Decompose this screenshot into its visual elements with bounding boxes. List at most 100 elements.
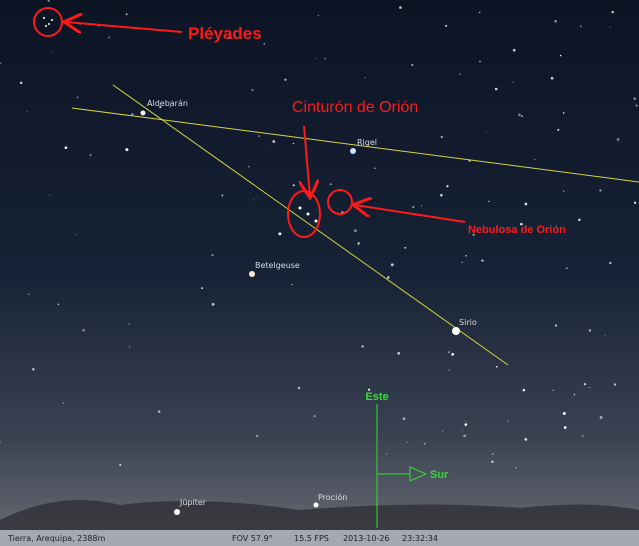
star bbox=[617, 138, 620, 141]
star bbox=[563, 112, 565, 114]
star bbox=[374, 168, 376, 170]
star bbox=[589, 329, 591, 331]
star bbox=[364, 77, 365, 78]
star bbox=[479, 61, 481, 63]
star bbox=[48, 23, 50, 25]
star bbox=[264, 43, 265, 44]
status-location: Tierra, Arequipa, 2388m bbox=[7, 534, 106, 543]
star bbox=[313, 415, 315, 417]
star bbox=[361, 345, 363, 347]
object-label: Aldebarán bbox=[147, 99, 188, 108]
star bbox=[20, 82, 22, 84]
star bbox=[495, 88, 498, 91]
star bbox=[49, 195, 50, 196]
object-label: Betelgeuse bbox=[255, 261, 300, 270]
star bbox=[574, 394, 576, 396]
star bbox=[421, 206, 422, 207]
star bbox=[552, 390, 553, 391]
star bbox=[314, 503, 319, 508]
star bbox=[634, 97, 636, 99]
annotation: Cinturón de Orión bbox=[292, 99, 418, 116]
star bbox=[412, 206, 414, 208]
star bbox=[411, 64, 413, 66]
star bbox=[129, 323, 130, 324]
star bbox=[131, 113, 134, 116]
star bbox=[442, 430, 443, 431]
star bbox=[524, 438, 527, 441]
star bbox=[28, 294, 29, 295]
star bbox=[258, 135, 260, 137]
star bbox=[589, 387, 590, 388]
star bbox=[77, 97, 79, 99]
star bbox=[318, 15, 319, 16]
object-label: Proción bbox=[318, 492, 347, 502]
star bbox=[324, 58, 325, 59]
star bbox=[463, 434, 466, 437]
star bbox=[354, 229, 357, 232]
star bbox=[141, 111, 146, 116]
star bbox=[448, 351, 450, 353]
star bbox=[551, 77, 554, 80]
star bbox=[284, 79, 286, 81]
star bbox=[611, 11, 613, 13]
star bbox=[82, 329, 85, 332]
page: Aldebarán Rigel Betelgeuse Sirio Júpiter… bbox=[0, 0, 639, 546]
star bbox=[387, 276, 389, 278]
star bbox=[525, 203, 528, 206]
object-label: Júpiter bbox=[179, 498, 207, 507]
star bbox=[399, 6, 402, 9]
star bbox=[211, 254, 213, 256]
star bbox=[481, 259, 483, 261]
star bbox=[554, 20, 556, 22]
star bbox=[158, 410, 161, 413]
star bbox=[251, 89, 253, 91]
star bbox=[403, 417, 406, 420]
star bbox=[65, 146, 68, 149]
status-fps: 15.5 FPS bbox=[294, 534, 329, 543]
compass-label: Este bbox=[365, 391, 388, 403]
star bbox=[610, 27, 611, 28]
star bbox=[108, 37, 109, 38]
star bbox=[43, 17, 45, 19]
star bbox=[441, 136, 443, 138]
star bbox=[315, 58, 316, 59]
star bbox=[492, 453, 494, 455]
star bbox=[449, 370, 450, 371]
star bbox=[600, 416, 603, 419]
star bbox=[264, 151, 265, 152]
star bbox=[452, 327, 460, 335]
star bbox=[307, 213, 310, 216]
star bbox=[466, 421, 467, 422]
object-label: Rigel bbox=[357, 138, 377, 147]
star bbox=[563, 191, 564, 192]
star bbox=[557, 129, 559, 131]
star bbox=[125, 148, 128, 151]
star bbox=[566, 267, 568, 269]
star bbox=[27, 111, 28, 112]
star bbox=[63, 403, 64, 404]
star bbox=[518, 114, 521, 117]
compass-label: Sur bbox=[430, 469, 449, 481]
star bbox=[51, 19, 53, 21]
star bbox=[272, 140, 275, 143]
status-fov: FOV 57.9° bbox=[232, 534, 273, 543]
star bbox=[32, 368, 34, 370]
star bbox=[507, 421, 508, 422]
star bbox=[440, 194, 443, 197]
sky-background bbox=[0, 0, 639, 546]
star bbox=[462, 262, 463, 263]
star bbox=[126, 13, 128, 15]
star bbox=[465, 255, 467, 257]
star bbox=[221, 194, 223, 196]
star bbox=[90, 154, 92, 156]
star bbox=[293, 143, 294, 144]
star bbox=[462, 431, 463, 432]
star bbox=[584, 383, 586, 385]
star bbox=[479, 12, 480, 13]
star bbox=[555, 325, 557, 327]
star bbox=[407, 442, 408, 443]
sky-view: Aldebarán Rigel Betelgeuse Sirio Júpiter… bbox=[0, 0, 639, 546]
status-time: 23:32:34 bbox=[402, 534, 438, 543]
star bbox=[386, 453, 387, 454]
star bbox=[350, 148, 356, 154]
